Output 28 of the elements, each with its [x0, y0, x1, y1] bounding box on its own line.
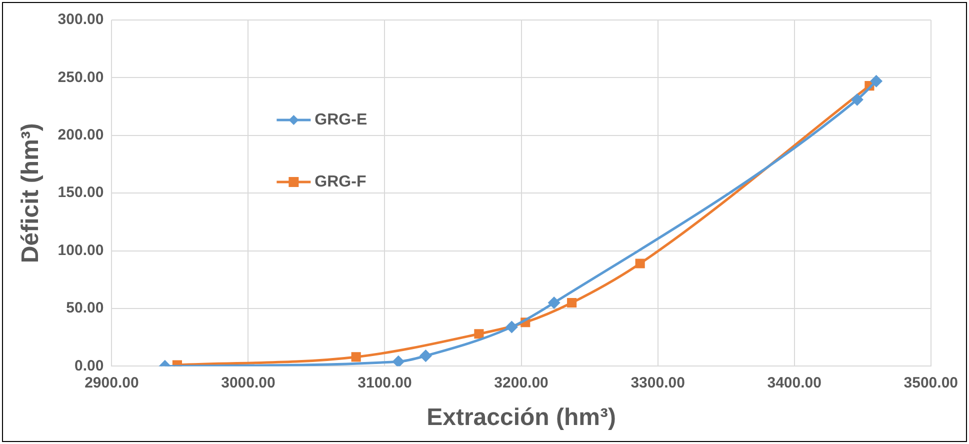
point	[506, 321, 518, 333]
y-axis-title: Déficit (hm³)	[17, 123, 44, 264]
x-tick-label: 2900.00	[84, 374, 139, 392]
y-tick-label: 50.00	[66, 300, 104, 317]
x-tick-label: 3400.00	[767, 374, 822, 392]
point	[420, 350, 432, 362]
point	[474, 329, 484, 339]
point	[392, 356, 404, 366]
y-tick-label: 0.00	[74, 357, 104, 374]
y-tick-label: 150.00	[58, 184, 104, 202]
legend-label: GRG-E	[314, 111, 368, 128]
point	[635, 258, 645, 268]
x-axis-title: Extracción (hm³)	[426, 404, 616, 432]
legend-label: GRG-F	[314, 173, 366, 190]
point	[567, 298, 577, 308]
x-tick-label: 3000.00	[221, 374, 276, 392]
y-tick-label: 100.00	[58, 242, 104, 259]
point	[351, 352, 361, 362]
y-tick-label: 200.00	[58, 126, 104, 144]
point	[851, 94, 863, 106]
y-tick-label: 300.00	[58, 11, 104, 28]
x-tick-label: 3100.00	[358, 374, 412, 392]
y-tick-label: 250.00	[58, 68, 104, 86]
x-tick-label: 3300.00	[630, 374, 685, 392]
point	[548, 296, 560, 308]
x-tick-label: 3200.00	[494, 374, 548, 392]
point	[870, 75, 882, 87]
x-tick-label: 3500.00	[904, 374, 958, 392]
